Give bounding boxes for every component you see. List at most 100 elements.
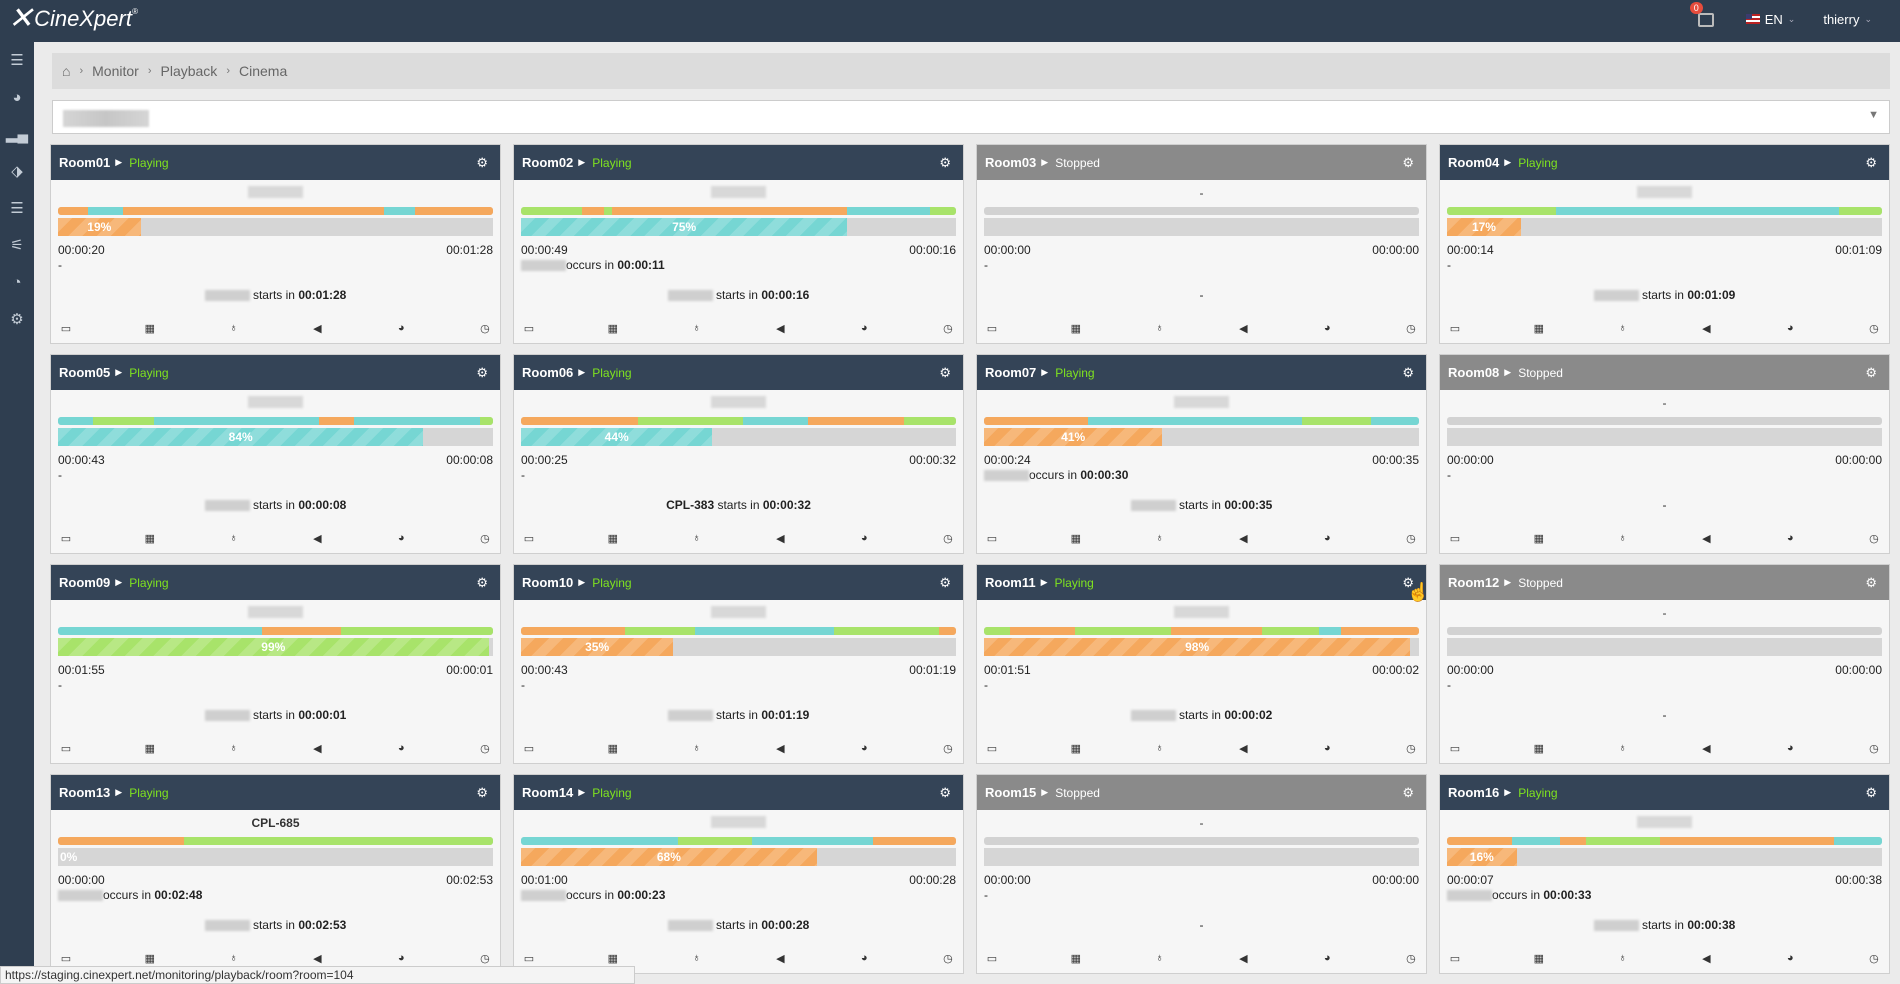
clock-icon[interactable]: ◷: [1869, 533, 1879, 545]
film-icon[interactable]: ▦: [144, 953, 155, 965]
clock-icon[interactable]: ◷: [943, 323, 953, 335]
speaker-icon[interactable]: ◀: [1702, 323, 1711, 335]
pie-chart-icon[interactable]: ◕: [1786, 742, 1794, 754]
pie-chart-icon[interactable]: ◕: [397, 952, 405, 964]
gear-icon[interactable]: ⚙: [1402, 155, 1414, 170]
bulb-icon[interactable]: ♁: [1618, 322, 1627, 334]
language-selector[interactable]: EN ⌄: [1745, 12, 1795, 27]
room-name[interactable]: Room14: [522, 785, 574, 800]
room-header[interactable]: Room08 ▶ Stopped ⚙: [1440, 355, 1889, 390]
room-name[interactable]: Room12: [1448, 575, 1500, 590]
bulb-icon[interactable]: ♁: [1155, 742, 1164, 754]
film-icon[interactable]: ▦: [1070, 533, 1081, 545]
film-icon[interactable]: ▦: [1070, 743, 1081, 755]
speaker-icon[interactable]: ◀: [1702, 533, 1711, 545]
clock-icon[interactable]: ◷: [480, 323, 490, 335]
gear-icon[interactable]: ⚙: [939, 155, 951, 170]
pie-chart-icon[interactable]: ◕: [1786, 952, 1794, 964]
room-header[interactable]: Room07 ▶ Playing ⚙: [977, 355, 1426, 390]
menu-icon[interactable]: ☰: [10, 52, 24, 69]
monitor-icon[interactable]: ▭: [1449, 953, 1461, 965]
breadcrumb-monitor[interactable]: Monitor: [92, 63, 139, 79]
pie-chart-icon[interactable]: ◕: [1323, 322, 1331, 334]
site-selector[interactable]: ▼: [52, 100, 1890, 134]
user-menu[interactable]: thierry ⌄: [1823, 11, 1872, 27]
room-header[interactable]: Room10 ▶ Playing ⚙: [514, 565, 963, 600]
gear-icon[interactable]: ⚙: [476, 365, 488, 380]
speaker-icon[interactable]: ◀: [776, 953, 785, 965]
monitor-icon[interactable]: ▭: [60, 533, 72, 545]
bulb-icon[interactable]: ♁: [229, 742, 238, 754]
monitor-icon[interactable]: ▭: [60, 323, 72, 335]
speaker-icon[interactable]: ◀: [776, 323, 785, 335]
film-icon[interactable]: ▦: [1533, 743, 1544, 755]
speaker-icon[interactable]: ◀: [313, 533, 322, 545]
bulb-icon[interactable]: ♁: [229, 952, 238, 964]
monitor-icon[interactable]: ▭: [60, 953, 72, 965]
speaker-icon[interactable]: ◀: [776, 533, 785, 545]
gear-icon[interactable]: ⚙: [939, 365, 951, 380]
pie-chart-icon[interactable]: ◕: [1323, 952, 1331, 964]
pie-chart-icon[interactable]: ◔: [12, 274, 22, 291]
pie-chart-icon[interactable]: ◕: [1323, 532, 1331, 544]
room-header[interactable]: Room03 ▶ Stopped ⚙: [977, 145, 1426, 180]
sliders-icon[interactable]: ⚟: [10, 237, 24, 254]
film-icon[interactable]: ▦: [607, 533, 618, 545]
pie-chart-icon[interactable]: ◕: [1323, 742, 1331, 754]
gear-icon[interactable]: ⚙: [476, 575, 488, 590]
monitor-icon[interactable]: ▭: [986, 323, 998, 335]
clock-icon[interactable]: ◷: [943, 743, 953, 755]
clock-icon[interactable]: ◷: [1869, 323, 1879, 335]
monitor-icon[interactable]: ▭: [523, 533, 535, 545]
film-icon[interactable]: ▦: [1533, 953, 1544, 965]
pie-chart-icon[interactable]: ◕: [1786, 532, 1794, 544]
bulb-icon[interactable]: ♁: [692, 952, 701, 964]
room-name[interactable]: Room05: [59, 365, 111, 380]
clock-icon[interactable]: ◷: [1406, 953, 1416, 965]
clock-icon[interactable]: ◷: [1869, 953, 1879, 965]
gear-icon[interactable]: ⚙: [476, 785, 488, 800]
pie-chart-icon[interactable]: ◕: [397, 742, 405, 754]
pie-chart-icon[interactable]: ◕: [860, 952, 868, 964]
clock-icon[interactable]: ◷: [480, 743, 490, 755]
bulb-icon[interactable]: ♁: [1618, 532, 1627, 544]
bulb-icon[interactable]: ♁: [1155, 532, 1164, 544]
speaker-icon[interactable]: ◀: [1239, 953, 1248, 965]
signal-icon[interactable]: ▂▄: [5, 126, 29, 143]
monitor-icon[interactable]: ▭: [1449, 323, 1461, 335]
room-header[interactable]: Room16 ▶ Playing ⚙: [1440, 775, 1889, 810]
gear-icon[interactable]: ⚙: [1402, 365, 1414, 380]
bulb-icon[interactable]: ♁: [692, 742, 701, 754]
gear-icon[interactable]: ⚙: [1865, 155, 1877, 170]
room-name[interactable]: Room01: [59, 155, 111, 170]
room-header[interactable]: Room11 ▶ Playing ⚙: [977, 565, 1426, 600]
room-header[interactable]: Room04 ▶ Playing ⚙: [1440, 145, 1889, 180]
gear-icon[interactable]: ⚙: [1865, 365, 1877, 380]
room-header[interactable]: Room12 ▶ Stopped ⚙: [1440, 565, 1889, 600]
gear-icon[interactable]: ⚙: [939, 575, 951, 590]
room-name[interactable]: Room09: [59, 575, 111, 590]
speaker-icon[interactable]: ◀: [313, 743, 322, 755]
bulb-icon[interactable]: ♁: [1155, 322, 1164, 334]
room-header[interactable]: Room02 ▶ Playing ⚙: [514, 145, 963, 180]
speaker-icon[interactable]: ◀: [1239, 323, 1248, 335]
monitor-icon[interactable]: ▭: [1449, 743, 1461, 755]
room-header[interactable]: Room14 ▶ Playing ⚙: [514, 775, 963, 810]
film-icon[interactable]: ▦: [607, 743, 618, 755]
speaker-icon[interactable]: ◀: [1702, 743, 1711, 755]
room-name[interactable]: Room13: [59, 785, 111, 800]
room-name[interactable]: Room08: [1448, 365, 1500, 380]
room-name[interactable]: Room04: [1448, 155, 1500, 170]
clock-icon[interactable]: ◷: [943, 533, 953, 545]
bulb-icon[interactable]: ♁: [1618, 952, 1627, 964]
clock-icon[interactable]: ◷: [480, 953, 490, 965]
film-icon[interactable]: ▦: [607, 953, 618, 965]
gear-icon[interactable]: ⚙: [1865, 575, 1877, 590]
monitor-icon[interactable]: ▭: [523, 953, 535, 965]
monitor-icon[interactable]: ▭: [1449, 533, 1461, 545]
clock-icon[interactable]: ◷: [480, 533, 490, 545]
pie-chart-icon[interactable]: ◕: [397, 322, 405, 334]
speaker-icon[interactable]: ◀: [1239, 533, 1248, 545]
cinexpert-logo[interactable]: ✕ CineXpert ®: [8, 2, 138, 35]
bulb-icon[interactable]: ♁: [692, 532, 701, 544]
